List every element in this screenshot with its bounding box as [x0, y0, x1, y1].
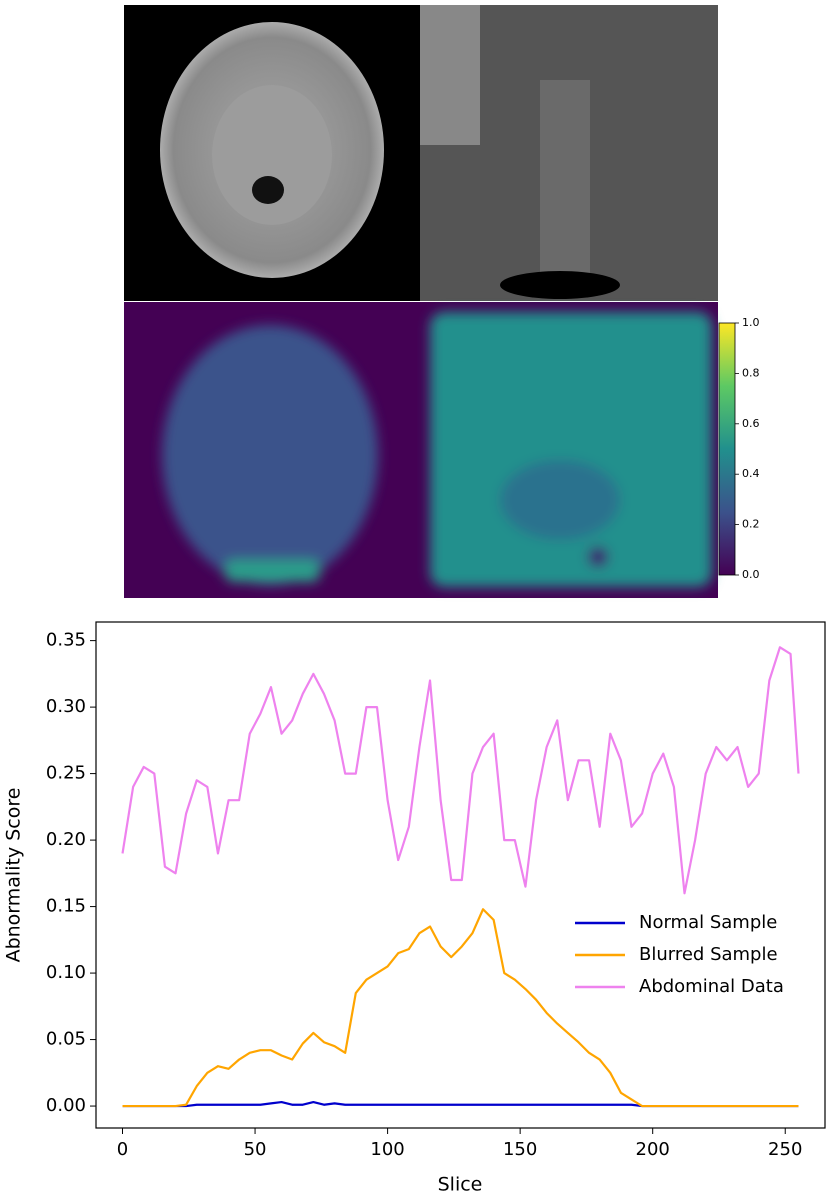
y-axis-label: Abnormality Score — [3, 788, 25, 963]
y-tick-label: 0.30 — [46, 696, 86, 717]
image-panels — [124, 5, 736, 598]
x-tick-label: 200 — [636, 1139, 670, 1160]
colorbar-tick-label: 0.6 — [742, 417, 760, 430]
y-tick-label: 0.35 — [46, 630, 86, 651]
y-tick-label: 0.10 — [46, 962, 86, 983]
y-tick-label: 0.15 — [46, 896, 86, 917]
heatmap-ct-blob — [430, 312, 712, 587]
brain-ventricle — [252, 176, 284, 204]
colorbar — [718, 322, 736, 576]
heatmap-brain-blob — [162, 325, 378, 585]
colorbar-tick-label: 1.0 — [742, 316, 760, 329]
legend-label: Blurred Sample — [639, 944, 778, 965]
colorbar-tick-label: 0.0 — [742, 568, 760, 581]
x-tick-label: 150 — [503, 1139, 537, 1160]
y-tick-label: 0.05 — [46, 1029, 86, 1050]
x-tick-label: 50 — [244, 1139, 267, 1160]
y-tick-label: 0.25 — [46, 763, 86, 784]
y-tick-label: 0.00 — [46, 1095, 86, 1116]
colorbar-tick-label: 0.2 — [742, 518, 760, 531]
series-line — [122, 908, 799, 1108]
colorbar-tick-label: 0.4 — [742, 467, 760, 480]
plot-frame — [95, 621, 826, 1129]
y-tick-label: 0.20 — [46, 829, 86, 850]
x-axis-label: Slice — [438, 1174, 483, 1196]
series-line — [121, 646, 800, 895]
brain-core — [212, 85, 332, 225]
ct-gas — [500, 271, 620, 299]
legend-label: Abdominal Data — [639, 976, 784, 997]
ct-organ — [420, 5, 480, 145]
x-tick-label: 100 — [370, 1139, 404, 1160]
x-tick-label: 250 — [768, 1139, 802, 1160]
x-tick-label: 0 — [117, 1139, 128, 1160]
legend-label: Normal Sample — [639, 912, 777, 933]
colorbar-tick-label: 0.8 — [742, 366, 760, 379]
ct-spine — [540, 80, 590, 280]
